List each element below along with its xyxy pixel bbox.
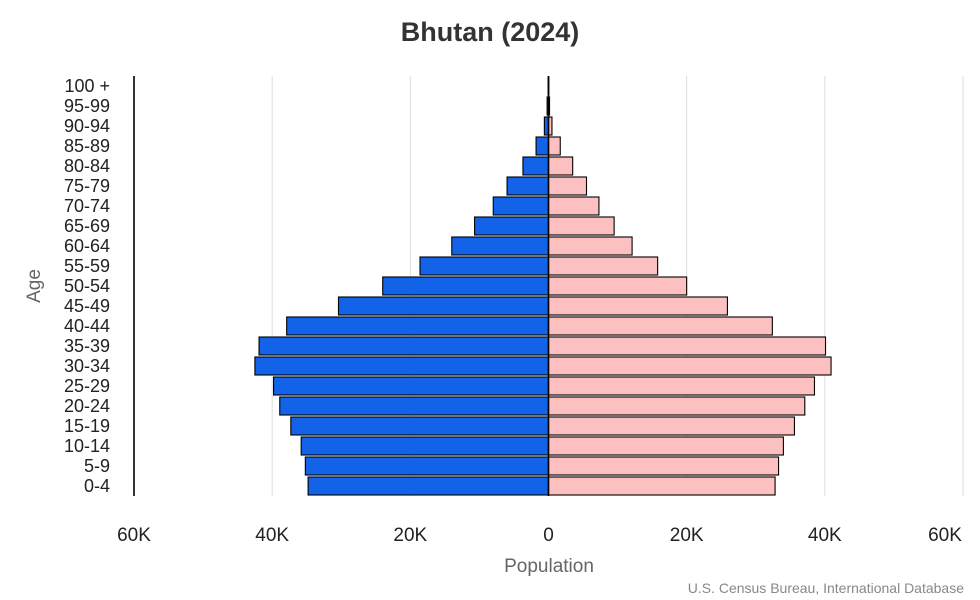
age-label-45-49: 45-49 [64,296,110,316]
x-axis-title: Population [504,556,594,577]
bar-left-50-54 [382,276,550,296]
bars [254,76,832,496]
age-label-70-74: 70-74 [64,196,110,216]
x-tick-label-1: 40K [255,525,289,546]
x-tick-labels: 60K 40K 20K 0 20K 40K 60K [117,525,962,546]
age-label-50-54: 50-54 [64,276,110,296]
age-label-95-99: 95-99 [64,96,110,116]
x-tick-label-0: 60K [117,525,151,546]
source-note: U.S. Census Bureau, International Databa… [688,580,964,596]
bar-right-5-9 [547,456,780,476]
age-label-10-14: 10-14 [64,436,110,456]
age-label-0-4: 0-4 [84,476,110,496]
bar-right-85-89 [547,136,561,156]
age-label-55-59: 55-59 [64,256,110,276]
bar-left-15-19 [290,416,550,436]
bar-left-30-34 [254,356,550,376]
bar-left-80-84 [522,156,550,176]
bar-left-25-29 [272,376,550,396]
bar-left-85-89 [535,136,550,156]
bar-left-70-74 [492,196,550,216]
age-label-85-89: 85-89 [64,136,110,156]
bar-right-30-34 [547,356,832,376]
bar-left-5-9 [304,456,550,476]
bar-left-35-39 [258,336,550,356]
bar-right-20-24 [547,396,806,416]
bar-right-45-49 [547,296,728,316]
chart-title: Bhutan (2024) [401,17,580,47]
bar-left-45-49 [337,296,550,316]
age-label-20-24: 20-24 [64,396,110,416]
bar-right-70-74 [547,196,600,216]
age-label-90-94: 90-94 [64,116,110,136]
age-label-100 +: 100 + [64,76,110,96]
y-axis-title: Age [24,269,45,303]
bar-left-10-14 [300,436,550,456]
age-label-60-64: 60-64 [64,236,110,256]
age-label-15-19: 15-19 [64,416,110,436]
bar-left-55-59 [419,256,550,276]
age-group-labels: 0-45-910-1415-1920-2425-2930-3435-3940-4… [64,76,110,496]
x-tick-label-2: 20K [393,525,427,546]
age-label-80-84: 80-84 [64,156,110,176]
bar-left-20-24 [279,396,550,416]
age-label-65-69: 65-69 [64,216,110,236]
age-label-25-29: 25-29 [64,376,110,396]
bar-right-75-79 [547,176,588,196]
bar-left-65-69 [474,216,550,236]
age-label-35-39: 35-39 [64,336,110,356]
age-label-30-34: 30-34 [64,356,110,376]
bar-right-55-59 [547,256,659,276]
x-tick-label-3: 0 [543,525,554,546]
bar-left-0-4 [307,476,550,496]
bar-left-75-79 [506,176,550,196]
age-label-5-9: 5-9 [84,456,110,476]
bar-left-60-64 [451,236,550,256]
x-tick-label-4: 20K [670,525,704,546]
axis-frame [133,76,550,496]
bar-left-40-44 [286,316,550,336]
x-tick-label-6: 60K [928,525,962,546]
bar-right-65-69 [547,216,615,236]
bar-right-40-44 [547,316,773,336]
bar-right-80-84 [547,156,574,176]
age-label-40-44: 40-44 [64,316,110,336]
bar-right-0-4 [547,476,776,496]
bar-right-15-19 [547,416,795,436]
age-label-75-79: 75-79 [64,176,110,196]
bar-right-10-14 [547,436,784,456]
x-tick-label-5: 40K [808,525,842,546]
bar-right-35-39 [547,336,827,356]
bar-right-50-54 [547,276,688,296]
bar-right-25-29 [547,376,816,396]
bar-right-60-64 [547,236,633,256]
